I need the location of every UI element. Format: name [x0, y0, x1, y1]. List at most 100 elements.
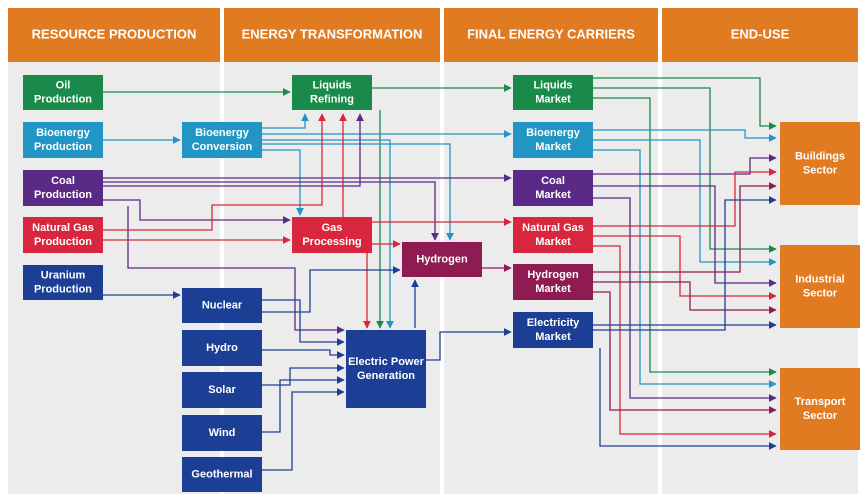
node-box: [182, 122, 262, 158]
node-label: Processing: [302, 236, 361, 248]
node-label: Oil: [56, 79, 71, 91]
arrow: [593, 87, 777, 253]
node-label: Nuclear: [202, 299, 243, 311]
arrow: [593, 77, 777, 130]
arrow: [262, 266, 401, 313]
node-label: Production: [34, 189, 92, 201]
arrow: [593, 139, 777, 266]
node-label: Market: [535, 236, 571, 248]
node-label: Coal: [51, 175, 75, 187]
arrow: [593, 235, 777, 300]
arrow: [103, 181, 439, 241]
node-label: Market: [535, 331, 571, 343]
arrow: [262, 388, 345, 471]
node-box: [346, 330, 426, 408]
arrow: [593, 291, 777, 414]
arrow: [593, 182, 777, 273]
arrow: [593, 149, 777, 388]
node-box: [513, 312, 593, 348]
node-label: Transport: [795, 396, 846, 408]
node-box: [780, 122, 860, 205]
node-label: Market: [535, 189, 571, 201]
node-box: [182, 415, 262, 451]
node-label: Production: [34, 93, 92, 105]
node-label: Uranium: [41, 269, 86, 281]
node-box: [23, 265, 103, 300]
node-label: Industrial: [795, 273, 845, 285]
node-label: Production: [34, 141, 92, 153]
node-label: Wind: [209, 427, 236, 439]
arrow: [103, 113, 326, 231]
arrow: [593, 168, 777, 227]
node-box: [402, 242, 482, 277]
arrow: [593, 154, 777, 175]
node-label: Buildings: [795, 150, 845, 162]
node-label: Hydrogen: [416, 253, 468, 265]
arrow: [262, 143, 454, 241]
column-header-label: END-USE: [731, 26, 790, 41]
arrow: [593, 196, 777, 331]
arrow: [262, 364, 345, 386]
arrow: [593, 129, 777, 142]
node-label: Liquids: [312, 79, 351, 91]
node-box: [292, 217, 372, 253]
column-header-label: FINAL ENERGY CARRIERS: [467, 26, 635, 41]
node-box: [513, 75, 593, 110]
arrow: [426, 328, 512, 361]
node-box: [182, 330, 262, 366]
node-box: [23, 122, 103, 158]
arrow: [103, 113, 364, 187]
column-header: [8, 8, 220, 62]
arrow: [127, 206, 345, 334]
column-header-label: ENERGY TRANSFORMATION: [242, 26, 423, 41]
node-label: Natural Gas: [32, 222, 94, 234]
node-label: Generation: [357, 370, 415, 382]
column-header: [224, 8, 440, 62]
column-header-label: RESOURCE PRODUCTION: [32, 26, 197, 41]
node-label: Solar: [208, 384, 236, 396]
node-label: Sector: [803, 164, 838, 176]
node-label: Coal: [541, 175, 565, 187]
arrow: [262, 139, 394, 329]
node-label: Bioenergy: [195, 127, 250, 139]
node-box: [182, 457, 262, 492]
node-label: Sector: [803, 410, 838, 422]
column-header: [444, 8, 658, 62]
node-box: [23, 75, 103, 110]
arrow: [593, 97, 777, 376]
arrow: [593, 185, 777, 287]
node-label: Liquids: [533, 79, 572, 91]
node-box: [780, 245, 860, 328]
node-label: Geothermal: [191, 468, 252, 480]
node-label: Market: [535, 141, 571, 153]
node-box: [23, 217, 103, 253]
arrow: [103, 199, 291, 224]
arrow: [599, 348, 777, 450]
node-box: [23, 170, 103, 206]
node-label: Electricity: [527, 317, 580, 329]
node-label: Electric Power: [348, 356, 425, 368]
arrow: [262, 376, 345, 433]
arrow: [262, 113, 309, 129]
column-header: [662, 8, 858, 62]
node-label: Production: [34, 236, 92, 248]
node-box: [780, 368, 860, 450]
node-label: Bioenergy: [36, 127, 91, 139]
node-label: Market: [535, 283, 571, 295]
node-box: [182, 372, 262, 408]
arrow: [262, 349, 345, 359]
node-label: Market: [535, 93, 571, 105]
node-box: [513, 122, 593, 158]
node-box: [182, 288, 262, 323]
node-label: Natural Gas: [522, 222, 584, 234]
node-label: Hydro: [206, 342, 238, 354]
node-label: Sector: [803, 287, 838, 299]
node-label: Bioenergy: [526, 127, 581, 139]
node-label: Gas: [322, 222, 343, 234]
node-box: [513, 264, 593, 300]
node-label: Refining: [310, 93, 354, 105]
node-box: [513, 217, 593, 253]
node-label: Production: [34, 283, 92, 295]
